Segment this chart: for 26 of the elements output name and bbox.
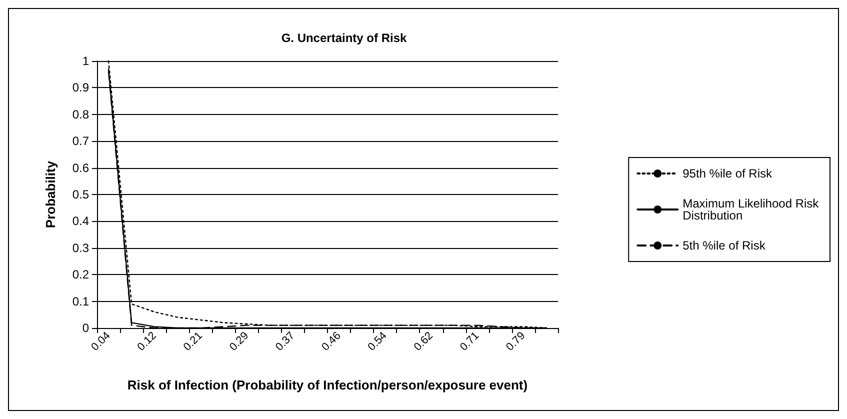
- y-tick-label: 0.1: [72, 294, 90, 308]
- y-tick-label: 0.5: [72, 188, 90, 202]
- chart-title: G. Uncertainty of Risk: [281, 31, 407, 45]
- y-tick-label: 0.7: [72, 134, 90, 148]
- y-tick-label: 0.3: [72, 240, 90, 255]
- y-axis-title: Probability: [43, 160, 58, 228]
- y-tick-label: 0.4: [72, 214, 90, 228]
- legend-label: Maximum Likelihood Risk Distribution: [682, 196, 822, 222]
- x-tick-label: 0.12: [135, 330, 159, 354]
- y-tick-label: 1: [82, 54, 90, 68]
- x-tick-label: 0.46: [320, 330, 344, 354]
- x-axis-title: Risk of Infection (Probability of Infection/person/exposure event): [127, 378, 528, 392]
- y-tick-label: 0.9: [72, 80, 90, 95]
- legend-label: 5th %ile of Risk: [682, 238, 766, 252]
- y-tick-label: 0.8: [72, 107, 90, 122]
- y-tick-label: 0: [82, 321, 90, 335]
- x-tick-label: 0.04: [89, 330, 113, 354]
- x-tick-label: 0.29: [227, 330, 252, 354]
- y-tick-label: 0.6: [72, 160, 90, 175]
- x-tick-label: 0.62: [412, 330, 436, 354]
- y-tick-label: 0.2: [72, 268, 90, 282]
- legend-label: 95th %ile of Risk: [682, 166, 773, 180]
- x-tick-label: 0.79: [504, 330, 528, 354]
- x-tick-label: 0.54: [366, 330, 390, 354]
- x-tick-label: 0.21: [181, 330, 205, 354]
- x-tick-label: 0.71: [458, 330, 482, 354]
